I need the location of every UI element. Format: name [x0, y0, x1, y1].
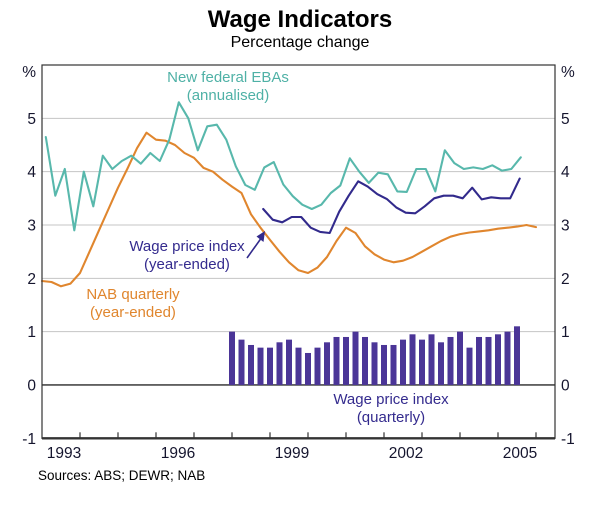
y-tick-label-right: -1 [561, 431, 575, 448]
bar-wpi-quarterly [447, 336, 454, 385]
bar-wpi-quarterly [324, 342, 330, 385]
y-tick-label-right: 1 [561, 324, 570, 341]
wpi-year-ended-arrowhead [256, 231, 265, 242]
y-tick-label-left: 5 [27, 111, 36, 128]
bar-wpi-quarterly [362, 336, 368, 385]
y-tick-label-right: 3 [561, 217, 570, 234]
label-new-federal-ebas-line2: (annualised) [186, 87, 270, 104]
bar-wpi-quarterly [466, 347, 473, 385]
label-nab-quarterly-line1: NAB quarterly [86, 286, 180, 303]
bar-wpi-quarterly [267, 347, 273, 385]
y-tick-label-left: 0 [27, 377, 36, 394]
bar-wpi-quarterly [495, 334, 501, 385]
chart-subtitle: Percentage change [230, 34, 370, 51]
series-line [40, 131, 538, 288]
y-tick-label-right: 5 [561, 111, 570, 128]
bar-wpi-quarterly [314, 347, 321, 385]
label-nab-quarterly-line2: (year-ended) [90, 304, 176, 321]
label-new-federal-ebas: New federal EBAs (annualised) [167, 69, 289, 105]
wpi-year-ended-arrow [246, 236, 263, 259]
bar-wpi-quarterly [409, 334, 416, 385]
y-tick-label-left: 3 [27, 217, 36, 234]
bar-wpi-quarterly [371, 342, 378, 385]
y-tick-label-left: 2 [27, 271, 36, 288]
bar-wpi-quarterly [286, 339, 292, 385]
label-new-federal-ebas-line1: New federal EBAs [167, 69, 289, 86]
y-unit-left: % [22, 64, 36, 81]
y-unit-right: % [561, 64, 575, 81]
bar-wpi-quarterly [419, 339, 425, 385]
x-tick-label: 1996 [161, 445, 195, 462]
label-wpi-quarterly-line1: Wage price index [333, 391, 449, 408]
bar-wpi-quarterly [305, 352, 311, 385]
bar-wpi-quarterly [390, 344, 397, 385]
bar-wpi-quarterly [514, 326, 520, 385]
x-tick-label: 2002 [389, 445, 423, 462]
bar-wpi-quarterly [504, 331, 511, 385]
bar-wpi-quarterly [438, 342, 444, 385]
y-tick-label-left: 4 [27, 164, 36, 181]
x-tick-label: 1993 [47, 445, 81, 462]
label-wpi-year-ended-line1: Wage price index [129, 238, 245, 255]
x-tick-label: 1999 [275, 445, 309, 462]
label-wpi-quarterly: Wage price index (quarterly) [333, 391, 448, 427]
y-tick-label-right: 4 [561, 164, 570, 181]
bar-wpi-quarterly [485, 336, 492, 385]
x-tick-label: 2005 [503, 445, 537, 462]
series-line [44, 101, 522, 232]
bar-wpi-quarterly [248, 344, 254, 385]
y-tick-label-right: 0 [561, 377, 570, 394]
bar-wpi-quarterly [238, 339, 245, 385]
bar-wpi-quarterly [257, 347, 264, 385]
bar-wpi-quarterly [229, 331, 235, 385]
bar-wpi-quarterly [352, 331, 359, 385]
bar-wpi-quarterly [476, 336, 482, 385]
y-tick-label-right: 2 [561, 271, 570, 288]
bar-wpi-quarterly [381, 344, 387, 385]
label-wpi-year-ended-line2: (year-ended) [144, 256, 230, 273]
label-wpi-quarterly-line2: (quarterly) [356, 409, 426, 426]
label-wpi-year-ended: Wage price index (year-ended) [129, 238, 244, 274]
y-tick-label-left: -1 [22, 431, 36, 448]
bar-wpi-quarterly [276, 342, 283, 385]
bar-wpi-quarterly [295, 347, 302, 385]
source-note: Sources: ABS; DEWR; NAB [38, 468, 206, 483]
bar-wpi-quarterly [457, 331, 463, 385]
y-tick-label-left: 1 [27, 324, 36, 341]
label-nab-quarterly: NAB quarterly (year-ended) [86, 286, 179, 322]
bar-wpi-quarterly [343, 336, 349, 385]
bar-wpi-quarterly [428, 334, 435, 385]
chart-title: Wage Indicators [207, 6, 393, 33]
series-line [262, 177, 521, 235]
bar-wpi-quarterly [400, 339, 406, 385]
bar-wpi-quarterly [333, 336, 340, 385]
